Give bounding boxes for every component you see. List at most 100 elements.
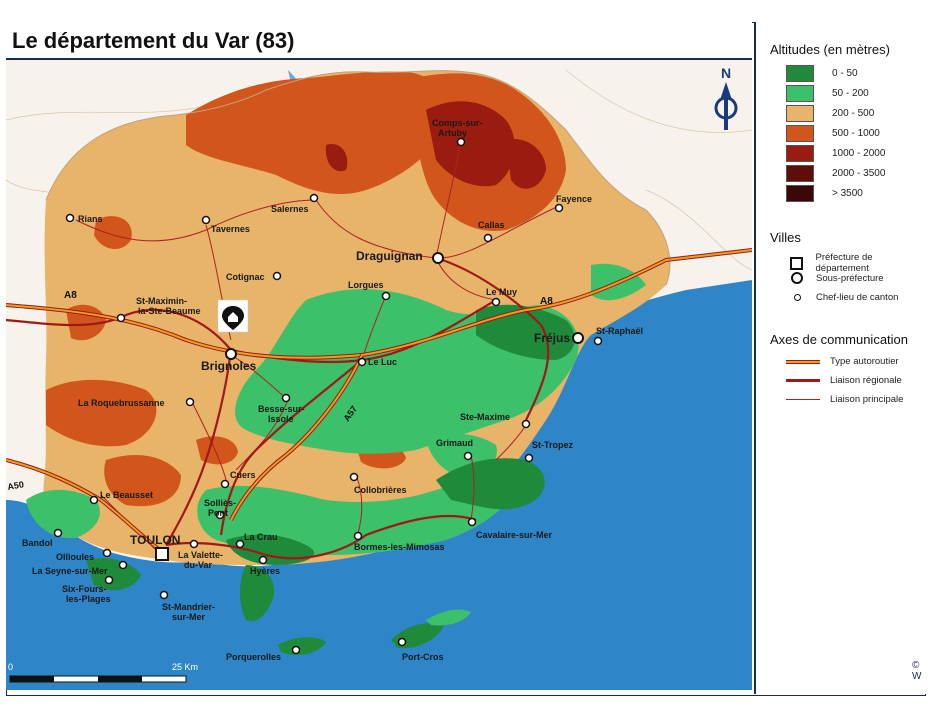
city-marker-grimaud[interactable]	[463, 451, 473, 461]
city-label-toulon: TOULON	[130, 533, 180, 547]
legend-axe-row: Liaison principale	[786, 394, 903, 405]
city-marker-porquerolles[interactable]	[291, 645, 301, 655]
city-marker-callas[interactable]	[483, 233, 493, 243]
city-marker-lorgues[interactable]	[381, 291, 391, 301]
road-label-a8-east: A8	[540, 296, 553, 307]
city-marker-la-seyne[interactable]	[118, 560, 128, 570]
legend-axes-title: Axes de communication	[770, 332, 909, 347]
legend-altitude-row: 500 - 1000	[786, 124, 880, 142]
city-marker-st-maximin[interactable]	[116, 313, 126, 323]
legend-ville-row: Chef-lieu de canton	[786, 292, 898, 303]
city-label-port-cros: Port-Cros	[402, 652, 444, 662]
city-marker-le-luc[interactable]	[357, 357, 367, 367]
city-label-le-beausset: Le Beausset	[100, 490, 153, 500]
city-marker-ollioules[interactable]	[102, 548, 112, 558]
axe-label: Liaison régionale	[830, 375, 902, 386]
legend-altitude-row: 0 - 50	[786, 64, 858, 82]
city-marker-le-muy[interactable]	[491, 297, 501, 307]
city-marker-port-cros[interactable]	[397, 637, 407, 647]
legend-panel: Altitudes (en mètres) 0 - 50 50 - 200 20…	[754, 22, 926, 694]
zone-1000-2000-north	[426, 101, 515, 187]
city-label-st-tropez: St-Tropez	[532, 440, 574, 450]
altitude-swatch	[786, 64, 814, 82]
altitude-swatch	[786, 184, 814, 202]
city-label-lorgues: Lorgues	[348, 280, 384, 290]
city-marker-ste-maxime[interactable]	[521, 419, 531, 429]
city-label-frejus: Fréjus	[534, 331, 570, 345]
city-label-comps: Comps-sur-Artuby	[432, 118, 483, 138]
scale-start-label: 0	[8, 662, 13, 672]
city-marker-fayence[interactable]	[554, 203, 564, 213]
city-marker-st-raphael[interactable]	[593, 336, 603, 346]
title-bar: Le département du Var (83)	[6, 22, 752, 60]
city-marker-comps[interactable]	[456, 137, 466, 147]
city-marker-bandol[interactable]	[53, 528, 63, 538]
city-label-le-muy: Le Muy	[486, 287, 517, 297]
city-label-fayence: Fayence	[556, 194, 592, 204]
motorways	[6, 248, 752, 557]
city-label-le-luc: Le Luc	[368, 357, 397, 367]
city-marker-cotignac[interactable]	[272, 271, 282, 281]
subpref-marker-brignoles[interactable]	[225, 348, 237, 360]
city-marker-la-roquebrussanne[interactable]	[185, 397, 195, 407]
altitude-label: 50 - 200	[832, 87, 869, 99]
map-title: Le département du Var (83)	[12, 28, 295, 53]
zone-50-200-bandol	[26, 489, 100, 539]
subpref-marker-draguignan[interactable]	[432, 252, 444, 264]
city-marker-le-beausset[interactable]	[89, 495, 99, 505]
axe-label: Type autoroutier	[830, 356, 899, 367]
map-area[interactable]: A8 A8 A57 A50 N	[6, 60, 752, 690]
legend-altitude-row: > 3500	[786, 184, 863, 202]
city-marker-sollies[interactable]	[215, 510, 225, 520]
zone-0-50-argens	[476, 304, 575, 360]
city-marker-la-crau[interactable]	[235, 539, 245, 549]
city-marker-st-tropez[interactable]	[524, 453, 534, 463]
city-marker-tavernes[interactable]	[201, 215, 211, 225]
prefecture-marker-toulon[interactable]	[155, 547, 169, 561]
city-label-la-valette: La Valette-du-Var	[178, 550, 223, 570]
var-map-svg: A8 A8 A57 A50 N	[6, 60, 752, 690]
city-marker-cavalaire[interactable]	[467, 517, 477, 527]
zone-1000-2000-east	[506, 139, 546, 189]
island-porquerolles	[278, 637, 326, 655]
principal-line-icon	[786, 398, 820, 401]
legend-ville-row: Préfecture de département	[786, 252, 926, 274]
city-label-draguignan: Draguignan	[356, 249, 423, 263]
axe-label: Liaison principale	[830, 394, 904, 405]
city-marker-st-mandrier[interactable]	[159, 590, 169, 600]
copyright-mark: © W	[912, 660, 922, 682]
zone-1000-2000-small	[325, 144, 348, 172]
regional-line-icon	[786, 379, 820, 382]
legend-altitude-row: 200 - 500	[786, 104, 874, 122]
scale-bar-seg-1	[10, 676, 54, 682]
city-marker-rians[interactable]	[65, 213, 75, 223]
legend-altitudes-title: Altitudes (en mètres)	[770, 42, 890, 57]
city-labels: TOULON Draguignan Brignoles Fréjus Rians…	[22, 118, 643, 662]
legend-villes-title: Villes	[770, 230, 801, 245]
legend-axe-row: Liaison régionale	[786, 375, 902, 386]
city-label-st-raphael: St-Raphaël	[596, 326, 643, 336]
city-marker-collobrieres[interactable]	[349, 472, 359, 482]
city-marker-frejus[interactable]	[572, 332, 584, 344]
city-marker-salernes[interactable]	[309, 193, 319, 203]
location-marker-icon[interactable]	[217, 299, 249, 333]
city-label-rians: Rians	[78, 214, 103, 224]
city-marker-six-fours[interactable]	[104, 575, 114, 585]
city-markers	[53, 137, 603, 655]
city-marker-bormes[interactable]	[353, 531, 363, 541]
city-marker-besse[interactable]	[281, 393, 291, 403]
city-label-six-fours: Six-Fours-les-Plages	[62, 584, 111, 604]
zone-0-50-st-tropez	[436, 458, 545, 510]
legend-axe-row: Type autoroutier	[786, 356, 899, 367]
city-label-brignoles: Brignoles	[201, 359, 257, 373]
department-boundary	[45, 70, 671, 286]
city-marker-hyeres[interactable]	[258, 555, 268, 565]
legend-altitude-row: 1000 - 2000	[786, 144, 885, 162]
altitude-label: 0 - 50	[832, 67, 858, 79]
motorway-line-icon	[786, 359, 820, 364]
city-marker-la-valette[interactable]	[189, 539, 199, 549]
ville-label: Préfecture de département	[815, 252, 873, 274]
city-marker-cuers[interactable]	[220, 479, 230, 489]
canton-circle-icon	[793, 294, 801, 301]
altitude-swatch	[786, 164, 814, 182]
